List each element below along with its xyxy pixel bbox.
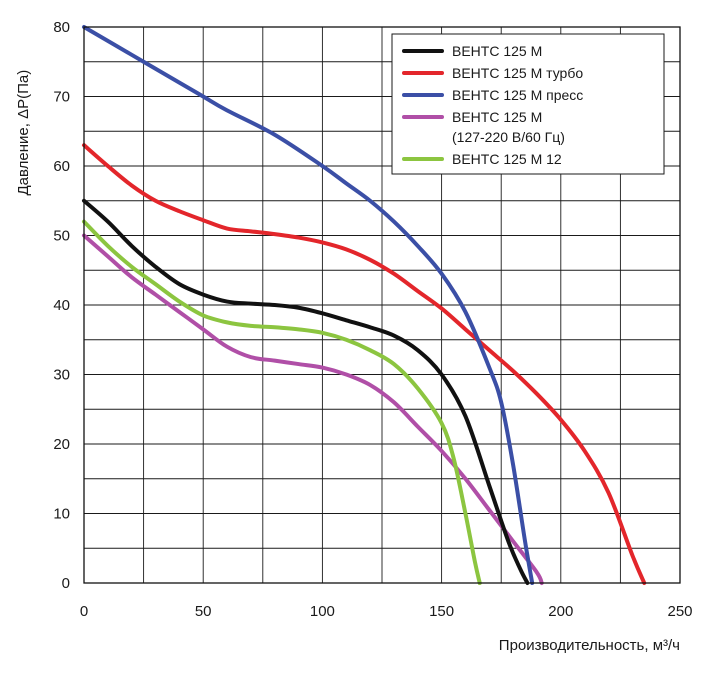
x-tick-labels: 0 50 100 150 200 250 xyxy=(80,603,693,620)
series-line-3 xyxy=(82,25,535,585)
legend-label-1: ВЕНТС 125 М xyxy=(452,43,542,59)
y-tick-label: 30 xyxy=(53,367,70,384)
y-axis-label: Давление, ΔР(Па) xyxy=(15,70,32,196)
y-tick-label: 20 xyxy=(53,436,70,453)
series-line-4 xyxy=(82,233,544,585)
y-tick-label: 0 xyxy=(62,575,70,592)
x-tick-label: 200 xyxy=(548,603,573,620)
series-line-5 xyxy=(82,219,482,585)
y-tick-label: 70 xyxy=(53,89,70,106)
series-line-1 xyxy=(82,198,530,585)
x-tick-label: 50 xyxy=(195,603,212,620)
legend-label-4: ВЕНТС 125 М xyxy=(452,109,542,125)
y-tick-label: 80 xyxy=(53,19,70,36)
legend-label-5: ВЕНТС 125 М 12 xyxy=(452,151,562,167)
x-tick-label: 150 xyxy=(429,603,454,620)
legend-box xyxy=(391,33,665,175)
x-tick-label: 0 xyxy=(80,603,88,620)
x-tick-label: 100 xyxy=(310,603,335,620)
series-line-2 xyxy=(82,143,647,585)
x-axis-label: Производительность, м³/ч xyxy=(499,637,680,654)
series-layer xyxy=(82,25,647,585)
plot-frame xyxy=(83,26,681,584)
legend-label-2: ВЕНТС 125 М турбо xyxy=(452,65,583,81)
y-tick-label: 60 xyxy=(53,158,70,175)
x-tick-label: 250 xyxy=(667,603,692,620)
y-tick-label: 40 xyxy=(53,297,70,314)
legend-label-4-line2: (127-220 В/60 Гц) xyxy=(452,129,565,145)
legend: ВЕНТС 125 М ВЕНТС 125 М турбо ВЕНТС 125 М … xyxy=(391,33,665,175)
y-tick-labels: 0 10 20 30 40 50 60 70 80 xyxy=(53,19,70,592)
y-tick-label: 10 xyxy=(53,506,70,523)
legend-label-3: ВЕНТС 125 М пресс xyxy=(452,87,583,103)
y-tick-label: 50 xyxy=(53,228,70,245)
